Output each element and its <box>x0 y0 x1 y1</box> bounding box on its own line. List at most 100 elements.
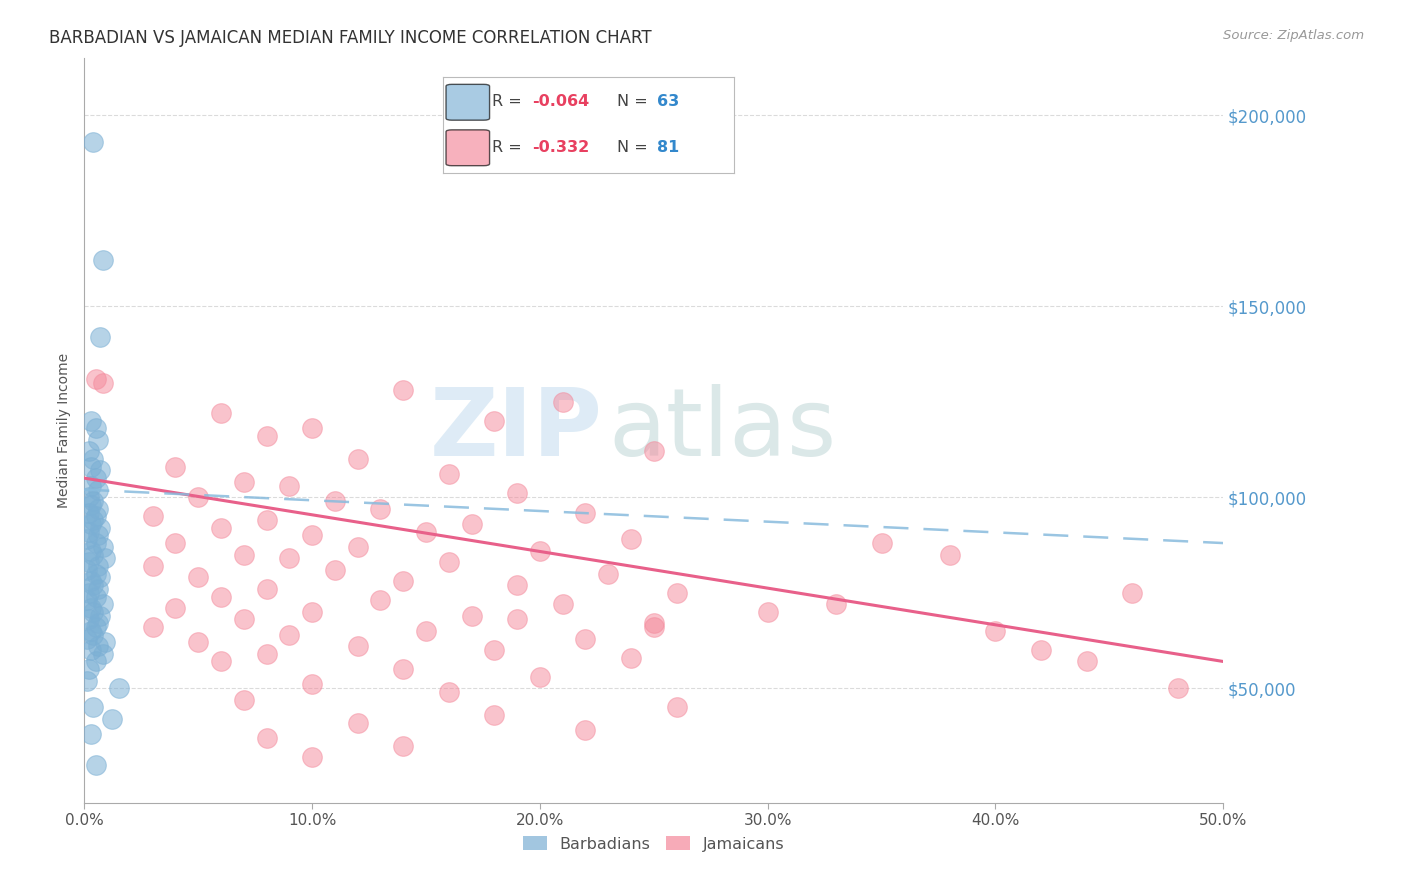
Point <box>89 521 111 535</box>
Point <box>437 555 460 569</box>
Point <box>620 650 643 665</box>
Text: ZIP: ZIP <box>430 384 603 476</box>
Point <box>82 548 104 562</box>
Point <box>301 677 323 691</box>
Point <box>370 501 392 516</box>
Point <box>232 475 254 489</box>
Point <box>574 506 596 520</box>
Point <box>77 506 100 520</box>
Point <box>278 551 301 566</box>
Point <box>392 739 415 753</box>
Point <box>76 593 98 607</box>
Point <box>165 459 187 474</box>
Point <box>80 624 103 638</box>
Point <box>643 620 665 634</box>
Point <box>82 513 104 527</box>
Point <box>80 727 103 741</box>
Point <box>76 673 98 688</box>
Point <box>437 685 460 699</box>
Point <box>84 421 107 435</box>
Point <box>89 330 111 344</box>
Point <box>80 459 103 474</box>
Point <box>529 543 551 558</box>
Point <box>506 486 529 500</box>
Point <box>346 715 368 730</box>
Point <box>80 574 103 589</box>
Point <box>82 605 104 619</box>
Point <box>484 643 506 657</box>
Point <box>142 509 165 524</box>
Point <box>643 444 665 458</box>
Point <box>301 528 323 542</box>
Point <box>84 566 107 581</box>
Point <box>984 624 1007 638</box>
Point <box>529 670 551 684</box>
Point <box>256 731 278 745</box>
Point <box>89 608 111 623</box>
Point <box>643 616 665 631</box>
Point <box>82 700 104 714</box>
Point <box>370 593 392 607</box>
Point <box>87 582 110 596</box>
Point <box>80 601 103 615</box>
Point <box>301 750 323 764</box>
Point <box>551 597 574 611</box>
Point <box>84 590 107 604</box>
Point <box>142 559 165 574</box>
Point <box>278 628 301 642</box>
Point <box>82 494 104 508</box>
Point <box>256 647 278 661</box>
Text: atlas: atlas <box>609 384 837 476</box>
Point <box>80 498 103 512</box>
Point <box>84 655 107 669</box>
Point <box>301 421 323 435</box>
Text: Source: ZipAtlas.com: Source: ZipAtlas.com <box>1223 29 1364 42</box>
Point <box>232 548 254 562</box>
Point <box>80 543 103 558</box>
Point <box>94 635 117 649</box>
Point <box>574 632 596 646</box>
Point <box>91 540 114 554</box>
Point <box>77 524 100 539</box>
Point <box>77 585 100 599</box>
Point <box>80 516 103 531</box>
Point <box>187 635 209 649</box>
Point <box>94 551 117 566</box>
Point <box>1029 643 1052 657</box>
Point <box>80 479 103 493</box>
Point <box>256 429 278 443</box>
Point <box>84 372 107 386</box>
Point <box>209 655 232 669</box>
Point <box>620 533 643 547</box>
Point <box>209 521 232 535</box>
Point <box>870 536 893 550</box>
Point <box>232 692 254 706</box>
Point <box>87 559 110 574</box>
Point <box>756 605 779 619</box>
Point <box>187 490 209 504</box>
Point <box>77 612 100 626</box>
Point <box>82 452 104 467</box>
Point <box>256 513 278 527</box>
Point <box>484 414 506 428</box>
Point <box>77 662 100 676</box>
Point <box>142 620 165 634</box>
Point <box>100 712 122 726</box>
Point <box>107 681 129 696</box>
Point <box>80 414 103 428</box>
Point <box>77 490 100 504</box>
Point <box>91 376 114 390</box>
Point <box>346 452 368 467</box>
Point <box>80 643 103 657</box>
Point <box>82 135 104 149</box>
Point <box>939 548 962 562</box>
Point <box>346 639 368 653</box>
Point <box>392 662 415 676</box>
Point <box>209 590 232 604</box>
Text: BARBADIAN VS JAMAICAN MEDIAN FAMILY INCOME CORRELATION CHART: BARBADIAN VS JAMAICAN MEDIAN FAMILY INCO… <box>49 29 652 46</box>
Point <box>506 578 529 592</box>
Point <box>84 620 107 634</box>
Point <box>232 612 254 626</box>
Point <box>87 501 110 516</box>
Point <box>187 570 209 584</box>
